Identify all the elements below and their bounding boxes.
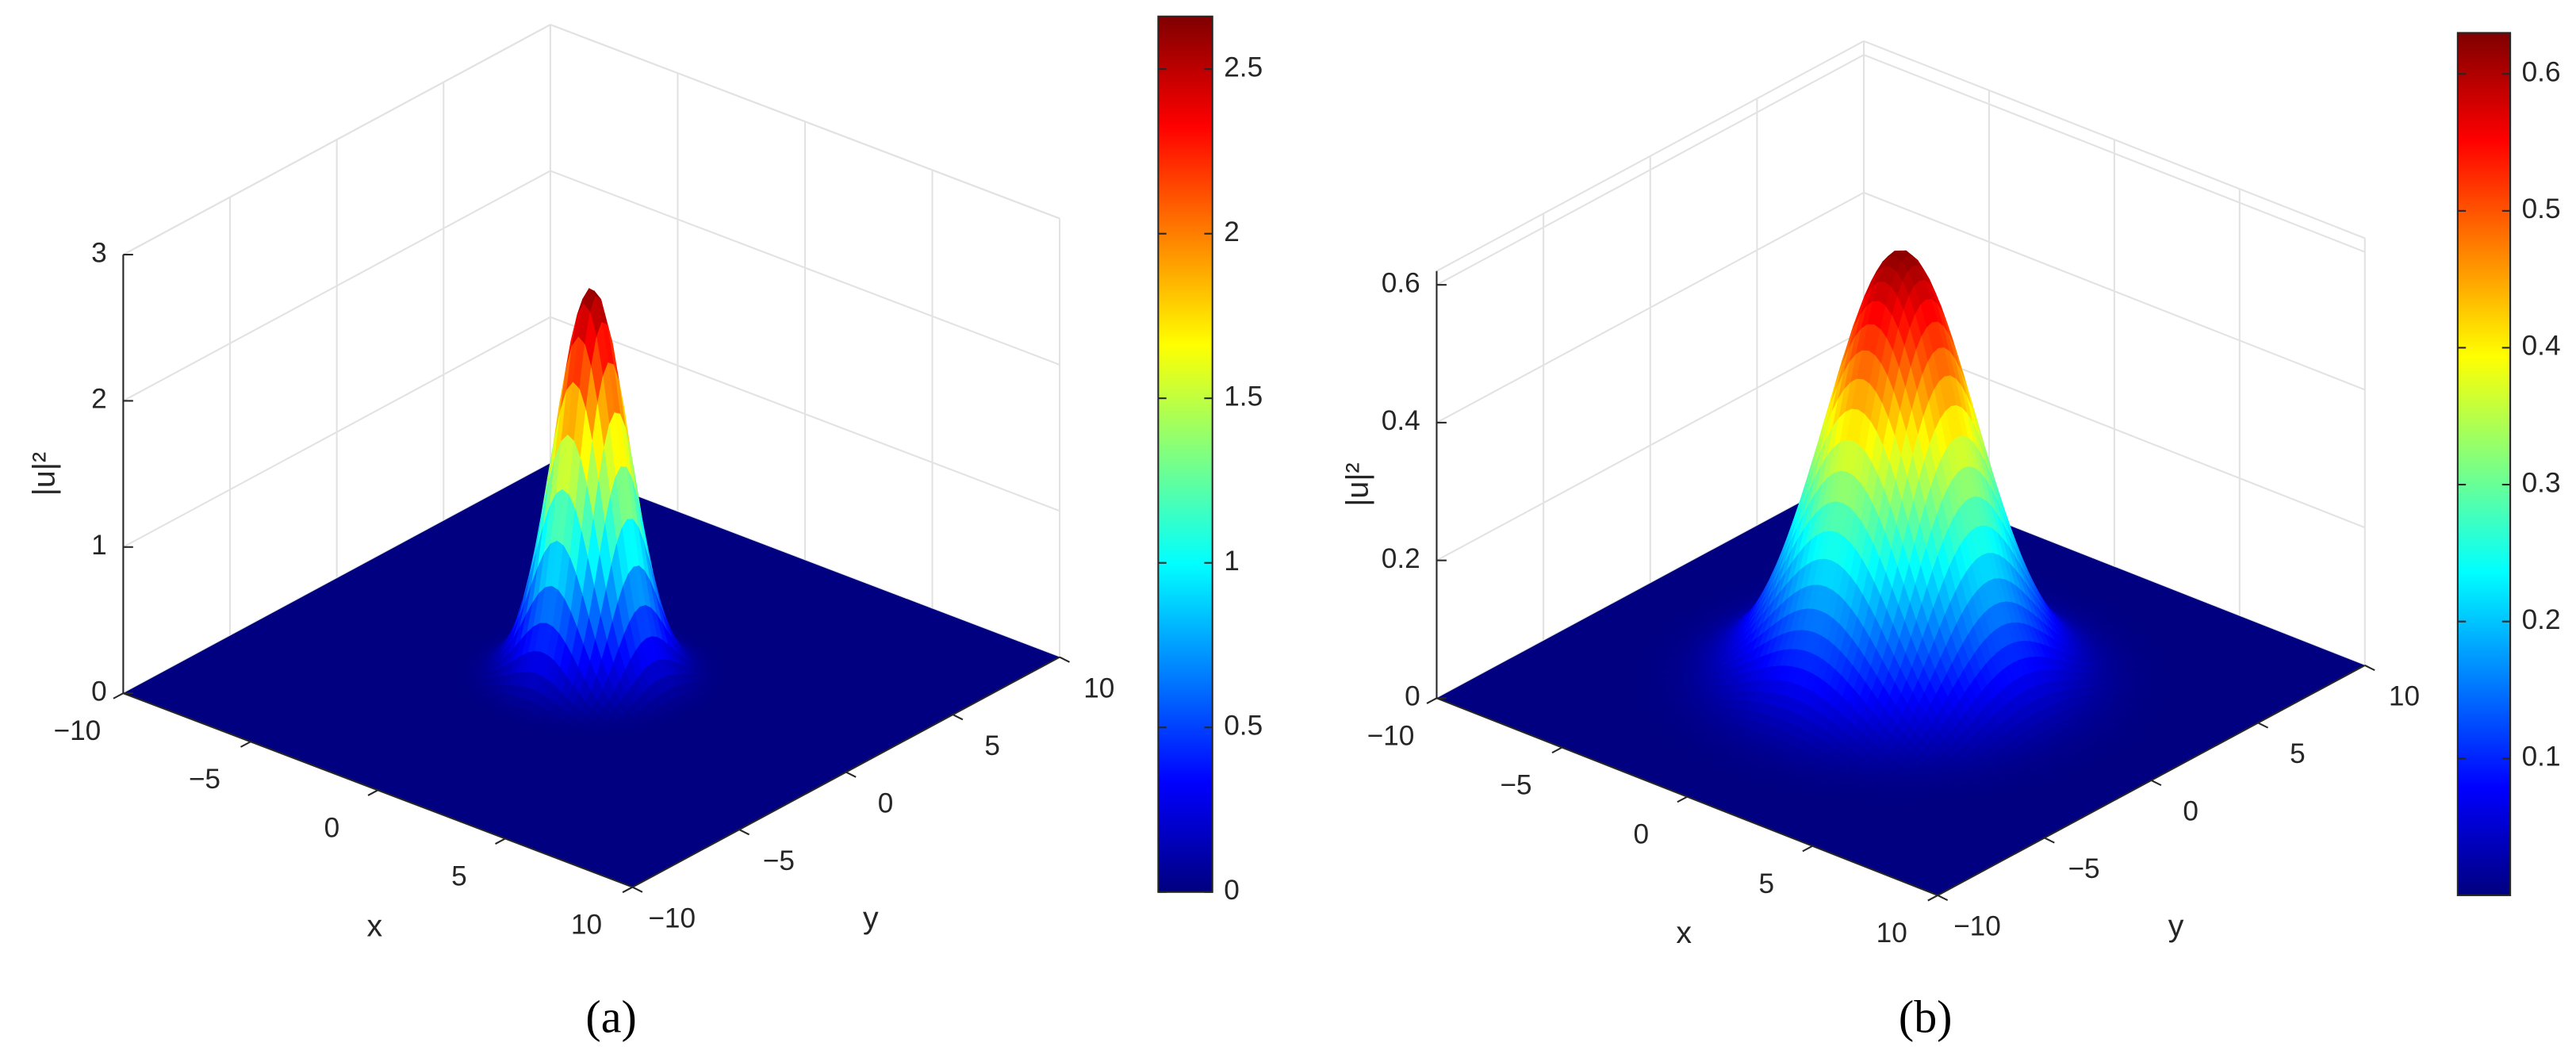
x-tick-label: 10: [571, 910, 602, 941]
y-axis-label: y: [863, 900, 879, 935]
y-tick-label: −5: [763, 845, 795, 876]
x-tick-label: 5: [451, 860, 467, 891]
z-axis-label: |u|²: [1340, 462, 1374, 506]
surface-cell: [1978, 792, 1991, 799]
y-tick: [2257, 722, 2269, 729]
surface-cell: [1995, 789, 2009, 796]
surface-cell: [623, 727, 637, 735]
y-tick: [632, 886, 643, 893]
box-edge: [1863, 40, 2366, 240]
colorbar-tick-label: 0.1: [2522, 742, 2561, 772]
box-edge: [122, 24, 551, 255]
box-edge: [550, 24, 1060, 220]
x-tick-label: −5: [189, 764, 220, 795]
y-tick: [845, 771, 857, 778]
y-tick-label: 0: [878, 788, 894, 818]
surface-cell: [2012, 786, 2026, 793]
colorbar-tick-label: 1.5: [1224, 381, 1263, 412]
colorbar-tick-label: 0.5: [1224, 711, 1263, 742]
z-axis-label: |u|²: [26, 452, 61, 496]
surface-cell: [657, 721, 671, 729]
y-tick: [2151, 779, 2162, 787]
z-tick-label: 1: [91, 530, 107, 561]
colorbar: [2456, 32, 2512, 896]
x-tick-label: 0: [1634, 819, 1650, 850]
z-tick-label: 0.4: [1382, 405, 1420, 436]
surface: [452, 288, 730, 738]
x-tick: [1426, 697, 1437, 704]
z-tick-label: 0: [1405, 681, 1420, 712]
x-tick-label: 10: [1876, 918, 1907, 949]
y-tick-label: 10: [1083, 673, 1114, 703]
colorbar-tick-label: 2: [1224, 217, 1240, 247]
x-tick-label: 0: [324, 812, 340, 843]
z-tick-label: 0.6: [1382, 267, 1420, 298]
y-tick: [2044, 837, 2055, 844]
x-tick: [367, 789, 378, 796]
colorbar-tick-label: 0.2: [2522, 604, 2561, 635]
colorbar-tick-label: 0.4: [2522, 331, 2561, 362]
x-tick: [495, 837, 506, 845]
surface-cell: [2029, 783, 2043, 790]
colorbar-tick-label: 0.3: [2522, 467, 2561, 498]
y-tick: [738, 829, 750, 836]
x-tick: [622, 886, 634, 894]
y-tick-label: 5: [984, 730, 1000, 761]
x-tick-label: 5: [1758, 868, 1774, 899]
z-tick-label: 0: [91, 676, 107, 707]
y-tick: [2364, 664, 2375, 672]
x-tick: [113, 692, 124, 699]
colorbar-tick-label: 0.5: [2522, 194, 2561, 224]
colorbar: [1157, 15, 1213, 893]
x-tick-label: −10: [1367, 720, 1415, 751]
x-tick-label: −10: [54, 715, 102, 746]
y-tick: [952, 714, 964, 721]
colorbar-tick-label: 0: [1224, 875, 1240, 906]
box-edge: [1436, 40, 1865, 272]
surface-cell: [2051, 776, 2065, 784]
y-tick-label: 10: [2389, 681, 2420, 712]
colorbar-tick-label: 0.6: [2522, 57, 2561, 88]
x-tick: [1677, 795, 1688, 803]
z-tick-label: 3: [91, 237, 107, 268]
y-tick: [1937, 894, 1949, 902]
x-tick: [240, 741, 251, 748]
colorbar-tick-label: 2.5: [1224, 52, 1263, 82]
surface-cell: [1961, 795, 1975, 803]
x-tick: [1802, 845, 1813, 853]
z-tick-label: 0.2: [1382, 543, 1420, 574]
caption: (a): [585, 991, 636, 1043]
y-tick-label: 0: [2183, 796, 2198, 827]
x-tick-label: −5: [1500, 769, 1531, 800]
y-tick-label: 5: [2290, 738, 2306, 769]
colorbar-tick-label: 1: [1224, 546, 1240, 577]
z-tick-label: 2: [91, 384, 107, 415]
surface: [1629, 250, 2172, 807]
surface-cell: [640, 724, 654, 732]
y-tick-label: −10: [1953, 911, 2001, 942]
y-tick-label: −10: [648, 903, 696, 933]
x-tick: [1927, 894, 1938, 902]
caption: (b): [1899, 991, 1953, 1043]
y-tick-label: −5: [2068, 853, 2100, 884]
x-tick: [1551, 746, 1562, 754]
x-axis-label: x: [1676, 915, 1692, 950]
y-axis-label: y: [2168, 909, 2184, 944]
x-axis-label: x: [366, 909, 382, 944]
y-tick: [1059, 656, 1070, 663]
